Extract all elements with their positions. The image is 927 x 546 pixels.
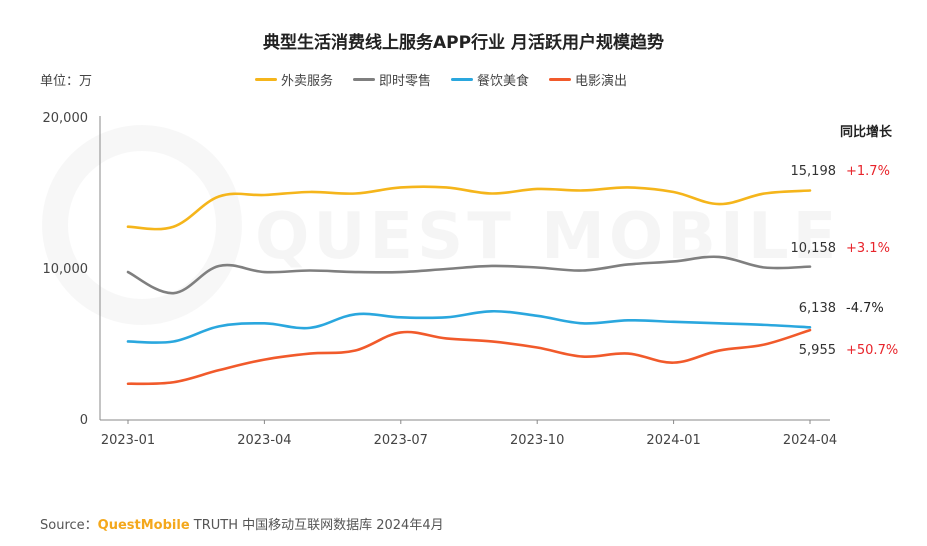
series-line-3 bbox=[126, 328, 812, 386]
source-rest: TRUTH 中国移动互联网数据库 2024年4月 bbox=[189, 518, 444, 533]
legend-item-2: 餐饮美食 bbox=[451, 70, 529, 89]
growth-header: 同比增长 bbox=[840, 124, 893, 140]
growth-label-0: +1.7% bbox=[846, 164, 890, 179]
y-tick-label-1: 10,000 bbox=[43, 262, 89, 277]
series-line-1 bbox=[126, 255, 812, 295]
legend-label-3: 电影演出 bbox=[575, 74, 628, 89]
chart-title: 典型生活消费线上服务APP行业 月活跃用户规模趋势 bbox=[263, 33, 664, 53]
x-tick-label-3: 2023-10 bbox=[510, 433, 564, 448]
legend-swatch-1 bbox=[353, 78, 376, 81]
legend-item-3: 电影演出 bbox=[549, 70, 627, 89]
series-line-0 bbox=[126, 185, 812, 231]
end-value-label-0: 15,198 bbox=[791, 164, 837, 179]
legend-item-1: 即时零售 bbox=[353, 70, 431, 89]
legend-label-0: 外卖服务 bbox=[281, 74, 334, 89]
legend-swatch-3 bbox=[549, 78, 572, 81]
end-value-label-1: 10,158 bbox=[791, 241, 837, 256]
series-line-2 bbox=[126, 309, 812, 344]
x-tick-label-2: 2023-07 bbox=[374, 433, 428, 448]
growth-label-3: +50.7% bbox=[846, 343, 898, 358]
y-tick-label-0: 0 bbox=[80, 413, 88, 428]
legend-item-0: 外卖服务 bbox=[255, 70, 333, 89]
growth-label-1: +3.1% bbox=[846, 241, 890, 256]
legend-label-1: 即时零售 bbox=[379, 74, 432, 89]
source-note: Source：QuestMobile TRUTH 中国移动互联网数据库 2024… bbox=[40, 514, 444, 533]
x-tick-label-4: 2024-01 bbox=[646, 433, 700, 448]
end-value-label-2: 6,138 bbox=[799, 301, 836, 316]
legend: 外卖服务 即时零售 餐饮美食 电影演出 bbox=[255, 70, 627, 89]
x-tick-label-1: 2023-04 bbox=[237, 433, 291, 448]
end-value-label-3: 5,955 bbox=[799, 343, 836, 358]
source-prefix: Source： bbox=[40, 518, 98, 533]
legend-swatch-0 bbox=[255, 78, 277, 81]
y-tick-label-2: 20,000 bbox=[43, 111, 89, 126]
source-brand: QuestMobile bbox=[97, 518, 190, 533]
unit-label: 单位：万 bbox=[40, 74, 93, 89]
growth-label-2: -4.7% bbox=[846, 301, 884, 316]
x-tick-label-5: 2024-04 bbox=[783, 433, 837, 448]
legend-swatch-2 bbox=[451, 78, 474, 81]
x-tick-label-0: 2023-01 bbox=[101, 433, 155, 448]
legend-label-2: 餐饮美食 bbox=[477, 74, 530, 89]
